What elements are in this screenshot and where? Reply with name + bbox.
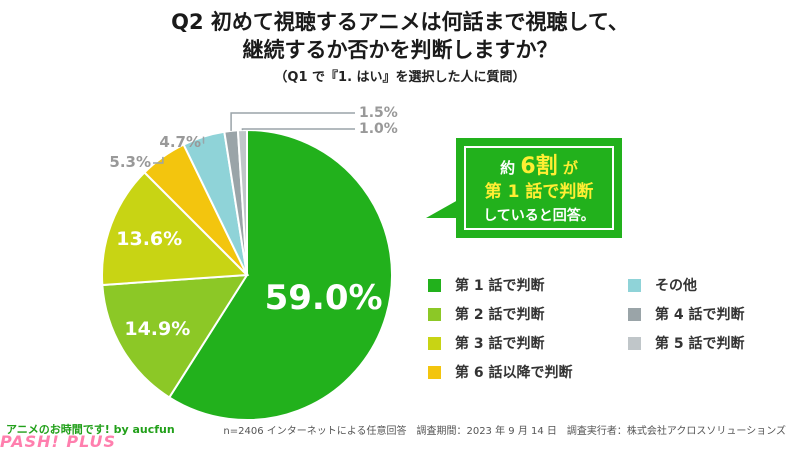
slice-label-6: 1.5% <box>359 105 398 121</box>
slice-label-1: 59.0% <box>265 278 383 318</box>
callout-suffix: が <box>563 159 578 177</box>
footer-logo: PASH! PLUS <box>0 432 116 451</box>
legend-item: 第 3 話で判断 <box>428 334 545 352</box>
legend-label: 第 6 話以降で判断 <box>455 362 573 382</box>
legend-item: 第 2 話で判断 <box>428 305 545 323</box>
slice-label-2: 14.9% <box>124 318 190 340</box>
legend-item: 第 4 話で判断 <box>628 305 745 323</box>
callout-prefix: 約 <box>500 159 515 177</box>
legend-swatch <box>428 308 441 321</box>
legend-swatch <box>428 279 441 292</box>
legend-label: 第 3 話で判断 <box>455 333 545 353</box>
callout-highlight: 6割 <box>520 154 557 179</box>
legend-swatch <box>628 337 641 350</box>
slice-label-7: 1.0% <box>359 121 398 137</box>
legend-label: 第 5 話で判断 <box>655 333 745 353</box>
legend-item: その他 <box>628 276 697 294</box>
legend-item: 第 5 話で判断 <box>628 334 745 352</box>
legend-swatch <box>628 279 641 292</box>
legend-label: 第 2 話で判断 <box>455 304 545 324</box>
callout-line3: していると回答。 <box>466 205 612 227</box>
legend-item: 第 6 話以降で判断 <box>428 363 573 381</box>
slice-label-3: 13.6% <box>116 228 182 250</box>
footer-survey-note: n=2406 インターネットによる任意回答 調査期間：2023 年 9 月 14… <box>223 422 786 437</box>
leader-line-6 <box>231 113 355 131</box>
legend-swatch <box>628 308 641 321</box>
callout-line2: 第 1 話で判断 <box>466 179 612 205</box>
legend-label: 第 4 話で判断 <box>655 304 745 324</box>
callout-tail <box>426 200 458 218</box>
legend-swatch <box>428 337 441 350</box>
legend-item: 第 1 話で判断 <box>428 276 545 294</box>
legend-label: その他 <box>655 275 697 295</box>
callout-box: 約 6割 が 第 1 話で判断 していると回答。 <box>456 138 622 238</box>
slice-label-4: 5.3% <box>109 153 151 171</box>
slice-label-5: 4.7% <box>159 133 201 151</box>
legend-label: 第 1 話で判断 <box>455 275 545 295</box>
legend-swatch <box>428 366 441 379</box>
